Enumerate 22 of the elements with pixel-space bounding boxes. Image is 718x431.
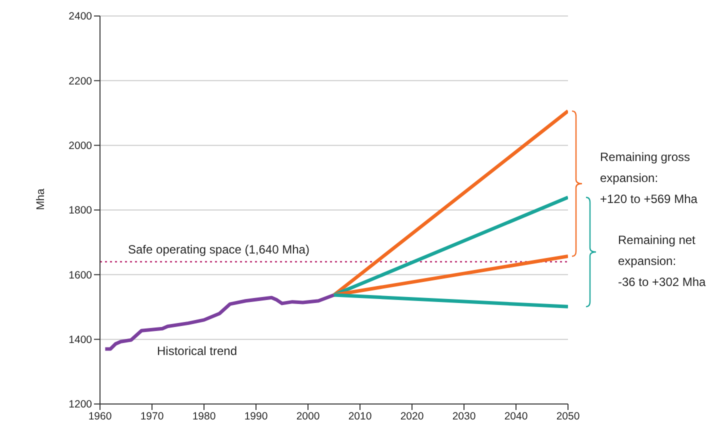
- y-tick-label: 2200: [68, 75, 92, 88]
- x-tick-label: 1980: [192, 410, 216, 422]
- x-tick-label: 1970: [140, 410, 164, 422]
- y-tick-label: 1400: [68, 334, 92, 346]
- y-axis-title: Mha: [34, 188, 47, 210]
- y-tick-label: 2000: [68, 140, 92, 152]
- ref-line-label: Safe operating space (1,640 Mha): [128, 242, 310, 257]
- x-tick-label: 2040: [504, 410, 528, 422]
- text: Remaining net expansion: -36 to +302 Mha: [618, 232, 707, 292]
- y-tick-label: 1200: [68, 398, 92, 411]
- x-tick-label: 1990: [244, 410, 268, 422]
- y-tick-label: 1600: [68, 269, 92, 282]
- x-tick-label: 2010: [348, 410, 372, 422]
- text: Remaining gross expansion: +120 to +569 Mha: [600, 148, 698, 208]
- x-tick-label: 2030: [452, 410, 476, 422]
- y-tick-label: 1800: [68, 204, 92, 217]
- x-tick-label: 1960: [88, 410, 112, 422]
- x-tick-label: 2050: [556, 410, 580, 422]
- annotation: Historical trend: [156, 344, 238, 358]
- x-tick-label: 2000: [296, 410, 320, 422]
- x-tick-label: 2020: [400, 410, 424, 422]
- y-tick-label: 2400: [68, 10, 92, 23]
